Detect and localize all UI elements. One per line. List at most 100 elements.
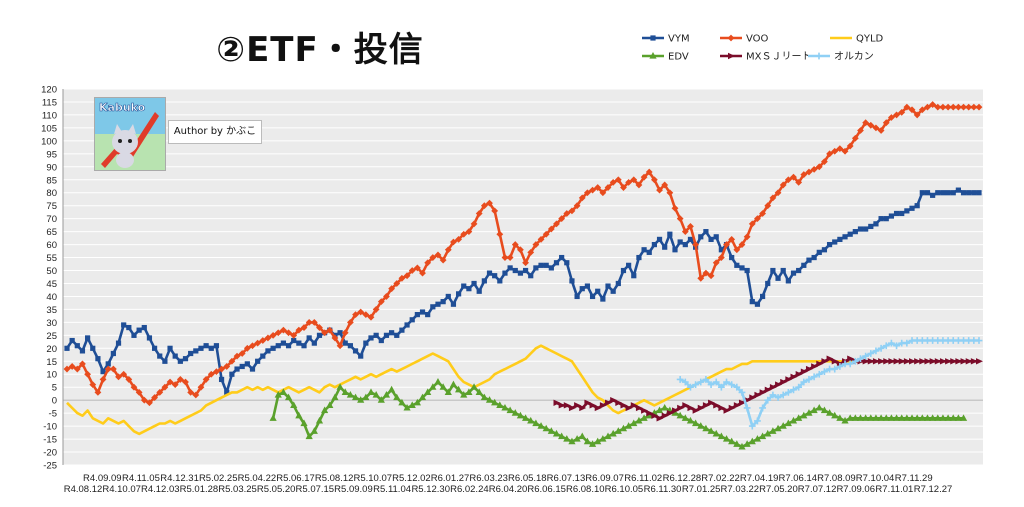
data-point — [954, 103, 962, 111]
data-point — [305, 318, 313, 326]
x-tick-label: R6.04.20 — [489, 484, 528, 495]
data-point — [661, 403, 669, 411]
x-tick-label: R6.06.15 — [527, 484, 566, 495]
data-point — [677, 239, 683, 245]
data-point — [717, 432, 725, 440]
data-point — [914, 203, 920, 209]
data-point — [259, 337, 267, 344]
data-point — [255, 358, 261, 364]
y-tick-label: 45 — [46, 279, 57, 290]
x-tick-label: R5.08.12 — [315, 473, 354, 484]
data-point — [924, 190, 931, 196]
data-point — [970, 358, 978, 365]
data-point — [821, 368, 828, 376]
data-point — [733, 440, 741, 447]
x-tick-label: R6.11.30 — [644, 484, 682, 495]
data-point — [512, 267, 518, 274]
data-point — [939, 103, 947, 111]
data-point — [805, 365, 813, 373]
y-tick-label: -10 — [43, 422, 57, 433]
data-point — [888, 358, 896, 365]
data-point — [950, 358, 958, 365]
data-point — [135, 388, 143, 396]
data-point — [888, 114, 895, 121]
data-point — [851, 134, 859, 142]
data-point — [481, 278, 487, 284]
data-point — [398, 398, 406, 406]
data-point — [692, 381, 700, 389]
data-point — [511, 409, 519, 416]
data-point — [254, 339, 262, 347]
data-point — [383, 332, 390, 338]
data-point — [492, 273, 498, 279]
data-point — [496, 401, 504, 408]
data-point — [182, 378, 189, 386]
data-point — [574, 402, 582, 409]
data-point — [301, 343, 307, 349]
data-point — [810, 406, 818, 414]
data-point — [440, 299, 446, 305]
data-point — [765, 280, 771, 287]
data-point — [743, 404, 751, 412]
data-point — [949, 414, 957, 421]
data-point — [738, 399, 746, 406]
data-point — [908, 106, 916, 114]
data-point — [63, 365, 71, 373]
data-point — [857, 226, 864, 232]
data-point — [579, 286, 585, 292]
data-point — [795, 383, 803, 391]
data-point — [434, 251, 442, 259]
data-point — [465, 388, 473, 395]
data-point — [177, 358, 183, 364]
data-point — [605, 399, 613, 406]
data-point — [820, 406, 829, 414]
data-point — [934, 358, 942, 365]
data-point — [100, 369, 106, 375]
data-point — [713, 402, 721, 409]
data-point — [671, 409, 679, 416]
data-point — [280, 326, 287, 334]
y-tick-label: 80 — [46, 188, 57, 199]
data-point — [269, 414, 277, 421]
x-tick-label: R7.08.09 — [817, 473, 856, 484]
data-point — [528, 273, 534, 279]
data-point — [728, 404, 736, 412]
data-point — [238, 350, 246, 357]
data-point — [867, 414, 875, 421]
data-point — [506, 254, 514, 261]
data-point — [461, 283, 467, 289]
data-point — [898, 358, 906, 365]
data-point — [295, 411, 303, 419]
data-point — [800, 171, 808, 178]
data-point — [795, 371, 803, 378]
data-point — [445, 293, 451, 300]
data-point — [121, 322, 127, 328]
data-point — [207, 370, 215, 378]
y-tick-label: 60 — [46, 240, 57, 251]
x-tick-label: R6.03.23 — [469, 473, 508, 484]
data-point — [846, 360, 854, 368]
data-point — [85, 335, 91, 341]
data-point — [140, 396, 148, 404]
data-point — [389, 330, 395, 336]
x-tick-label: R6.05.18 — [508, 473, 547, 484]
data-point — [89, 381, 97, 389]
data-point — [192, 391, 200, 399]
x-tick-label: R7.02.22 — [701, 473, 740, 484]
data-point — [939, 358, 947, 365]
data-point — [419, 269, 426, 277]
data-point — [727, 34, 735, 42]
data-point — [568, 437, 576, 445]
data-point — [408, 401, 416, 408]
data-point — [774, 394, 782, 401]
data-point — [162, 358, 168, 364]
data-point — [913, 111, 921, 119]
data-point — [646, 409, 654, 417]
data-point — [341, 329, 349, 337]
data-point — [862, 119, 870, 127]
x-tick-label: R6.12.28 — [663, 473, 702, 484]
data-point — [574, 293, 580, 300]
data-point — [579, 404, 587, 412]
data-point — [712, 429, 720, 437]
data-point — [702, 269, 710, 277]
